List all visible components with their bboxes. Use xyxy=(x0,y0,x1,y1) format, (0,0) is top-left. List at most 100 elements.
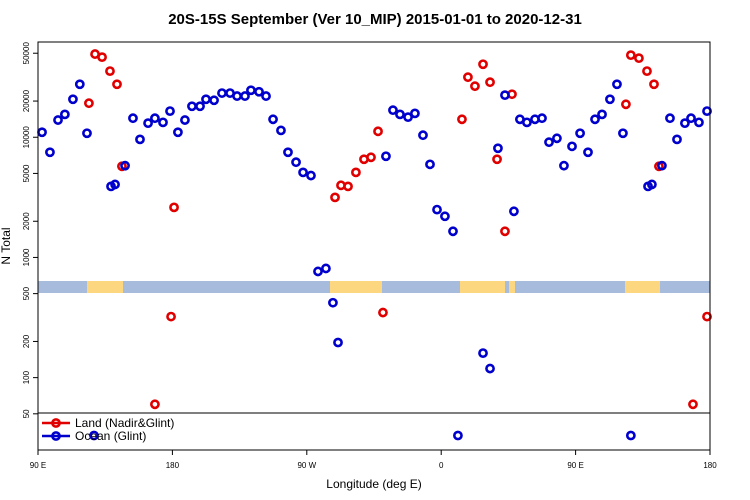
point xyxy=(378,307,388,318)
point xyxy=(135,134,145,145)
y-tick-label: 1000 xyxy=(22,248,31,266)
point xyxy=(559,160,569,171)
point xyxy=(209,95,219,106)
point xyxy=(59,109,70,120)
point xyxy=(440,211,450,222)
point xyxy=(418,130,428,141)
point xyxy=(642,66,652,77)
point xyxy=(625,430,636,441)
point xyxy=(388,105,398,116)
point xyxy=(68,94,78,105)
point xyxy=(180,115,190,125)
point xyxy=(201,94,211,105)
point xyxy=(403,112,413,123)
point xyxy=(166,311,176,322)
point xyxy=(173,127,183,138)
point xyxy=(470,81,480,92)
point xyxy=(240,91,250,101)
point xyxy=(485,363,495,374)
point xyxy=(298,167,308,178)
point xyxy=(246,85,256,96)
point xyxy=(351,167,361,178)
point xyxy=(82,128,92,139)
point xyxy=(575,128,585,139)
y-tick-label: 500 xyxy=(22,286,31,300)
plot-frame xyxy=(37,41,711,451)
point xyxy=(150,399,160,410)
point xyxy=(647,179,657,190)
point xyxy=(330,192,340,203)
point xyxy=(254,86,264,97)
point xyxy=(612,79,622,90)
surface-strip xyxy=(38,281,710,293)
y-tick-label: 5000 xyxy=(22,164,31,182)
point xyxy=(509,206,519,217)
point xyxy=(158,117,168,128)
point xyxy=(672,134,682,145)
point xyxy=(53,115,63,125)
point xyxy=(366,152,376,163)
point xyxy=(463,72,473,83)
point xyxy=(453,430,463,441)
point xyxy=(84,98,94,109)
point xyxy=(625,50,636,61)
x-tick-label: 90 W xyxy=(297,461,316,470)
point xyxy=(500,226,510,237)
y-tick-label: 50000 xyxy=(22,42,31,65)
point xyxy=(583,147,593,158)
point xyxy=(343,181,353,192)
point xyxy=(457,114,467,125)
point xyxy=(89,430,99,441)
point xyxy=(478,348,488,359)
point xyxy=(143,118,153,129)
point xyxy=(169,202,179,213)
point xyxy=(120,160,130,171)
point xyxy=(97,52,107,63)
point xyxy=(552,133,562,144)
y-tick-label: 2000 xyxy=(22,212,31,230)
point xyxy=(680,118,690,129)
point xyxy=(232,91,242,101)
point xyxy=(261,91,271,101)
point xyxy=(702,106,712,117)
point xyxy=(634,53,644,64)
point xyxy=(291,157,301,168)
point xyxy=(492,154,502,165)
point xyxy=(522,117,532,128)
point xyxy=(694,117,704,128)
point xyxy=(373,126,383,137)
point xyxy=(688,399,698,410)
x-tick-label: 180 xyxy=(166,461,180,470)
y-tick-label: 10000 xyxy=(22,126,31,149)
point xyxy=(306,170,316,181)
point xyxy=(74,79,85,90)
point xyxy=(321,263,331,274)
point xyxy=(217,88,227,98)
point xyxy=(333,337,343,348)
point xyxy=(485,77,495,88)
legend-marker xyxy=(51,431,61,441)
point xyxy=(328,297,338,308)
y-tick-label: 20000 xyxy=(22,89,31,112)
point xyxy=(128,113,138,124)
point xyxy=(686,113,696,124)
point xyxy=(410,108,420,119)
legend-marker xyxy=(51,418,61,428)
point xyxy=(621,99,631,110)
point xyxy=(432,204,442,215)
y-tick-label: 50 xyxy=(22,409,31,418)
point xyxy=(165,106,175,117)
point xyxy=(500,90,510,101)
point xyxy=(37,127,47,138)
point xyxy=(478,59,488,70)
point xyxy=(665,113,675,124)
y-axis-label: N Total xyxy=(0,227,13,264)
point xyxy=(702,311,712,322)
x-tick-label: 90 E xyxy=(567,461,583,470)
point xyxy=(590,114,600,125)
point xyxy=(276,125,286,136)
point xyxy=(618,128,628,139)
y-tick-label: 200 xyxy=(22,334,31,348)
x-tick-label: 0 xyxy=(439,461,444,470)
